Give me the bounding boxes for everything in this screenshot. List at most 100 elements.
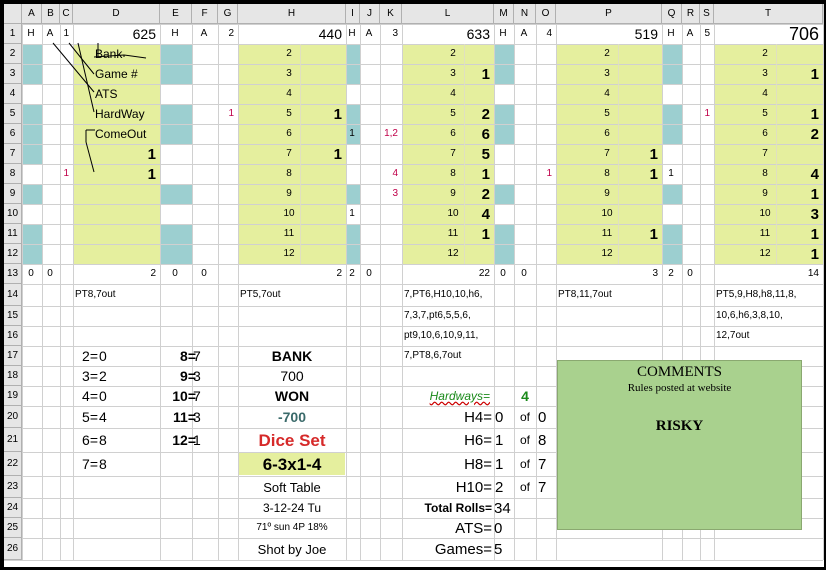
row-header[interactable]: 26 [4, 538, 22, 560]
row-header[interactable]: 16 [4, 326, 22, 346]
gridline [346, 4, 347, 560]
bank-value: 633 [466, 26, 490, 42]
row-header[interactable]: 24 [4, 498, 22, 518]
column-total: 0 [687, 268, 693, 279]
legend-bank: Bank [95, 47, 123, 61]
row-header[interactable]: 11 [4, 224, 22, 244]
column-header[interactable]: L [402, 4, 494, 24]
hardway-row-label: H10= [455, 478, 492, 496]
column-header[interactable]: B [42, 4, 60, 24]
tally-count: 3 [810, 205, 819, 223]
point-number: 11 [447, 228, 459, 239]
roll-sequence: PT8,7out [75, 289, 116, 300]
tally-count: 1 [649, 225, 658, 243]
total_rolls-value: 34 [494, 499, 511, 517]
column-header[interactable]: A [22, 4, 42, 24]
gridline [556, 4, 557, 560]
row-header[interactable]: 21 [4, 428, 22, 452]
point-number: 11 [283, 228, 295, 239]
bank-total: 700 [280, 368, 304, 384]
roll-sequence: PT5,7out [240, 289, 281, 300]
column-total: 0 [521, 268, 527, 279]
row-header[interactable]: 9 [4, 184, 22, 204]
column-header[interactable]: I [346, 4, 360, 24]
row-header[interactable]: 12 [4, 244, 22, 264]
column-header[interactable]: K [380, 4, 402, 24]
comeout-marker: 1,2 [384, 128, 398, 139]
gridline [4, 24, 823, 25]
gridline [823, 4, 824, 560]
dice-set-value-box [239, 453, 345, 475]
gridline [4, 284, 823, 285]
gridline [4, 560, 823, 561]
row-header[interactable]: 18 [4, 366, 22, 386]
game-column-fill [402, 44, 494, 264]
subcolumn-border [464, 44, 465, 264]
column-header[interactable]: J [360, 4, 380, 24]
column-header[interactable]: R [682, 4, 700, 24]
bank-value: 519 [634, 26, 658, 42]
gridline [4, 406, 823, 407]
select-all-corner[interactable] [4, 4, 22, 24]
gridline [4, 518, 823, 519]
row-header[interactable]: 6 [4, 124, 22, 144]
row-header[interactable]: 7 [4, 144, 22, 164]
point-number: 8 [286, 168, 292, 179]
column-header[interactable]: T [714, 4, 823, 24]
gridline [4, 104, 823, 105]
ats-value: 0 [494, 519, 503, 537]
hardway-letter: A [686, 28, 694, 39]
gridline [60, 4, 61, 560]
point-number: 6 [450, 128, 456, 139]
column-header[interactable]: E [160, 4, 192, 24]
gridline [22, 4, 23, 560]
gridline [360, 4, 361, 560]
row-header[interactable]: 1 [4, 24, 22, 44]
hardway-letter: H [348, 28, 356, 39]
total_rolls-label: Total Rolls= [424, 501, 492, 515]
row-header[interactable]: 15 [4, 306, 22, 326]
row-header[interactable]: 25 [4, 518, 22, 538]
row-header[interactable]: 14 [4, 284, 22, 306]
roll-count-value: 7 [193, 348, 201, 364]
row-header[interactable]: 5 [4, 104, 22, 124]
column-total: 0 [172, 268, 178, 279]
gridline [402, 4, 403, 560]
gridline [4, 124, 823, 125]
row-header[interactable]: 10 [4, 204, 22, 224]
row-header[interactable]: 8 [4, 164, 22, 184]
row-header[interactable]: 3 [4, 64, 22, 84]
point-number: 10 [283, 208, 295, 219]
row-header[interactable]: 17 [4, 346, 22, 366]
column-header[interactable]: D [73, 4, 160, 24]
column-header[interactable]: M [494, 4, 514, 24]
tally-count: 1 [810, 245, 819, 263]
point-number: 4 [762, 88, 768, 99]
game-number: 1 [63, 28, 69, 39]
column-header[interactable]: H [238, 4, 346, 24]
point-number: 10 [601, 208, 613, 219]
row-header[interactable]: 2 [4, 44, 22, 64]
column-total: 2 [668, 268, 674, 279]
game-number: 3 [392, 28, 398, 39]
point-number: 10 [759, 208, 771, 219]
row-header[interactable]: 19 [4, 386, 22, 406]
row-header[interactable]: 22 [4, 452, 22, 476]
column-header[interactable]: G [218, 4, 238, 24]
point-number: 4 [604, 88, 610, 99]
row-header[interactable]: 20 [4, 406, 22, 428]
row-header[interactable]: 23 [4, 476, 22, 498]
column-header[interactable]: F [192, 4, 218, 24]
hardway-column-fill [494, 184, 514, 204]
column-header[interactable]: O [536, 4, 556, 24]
roll-sequence: 12,7out [716, 330, 750, 341]
column-header[interactable]: Q [662, 4, 682, 24]
column-header[interactable]: P [556, 4, 662, 24]
tally-count: 6 [481, 125, 490, 143]
column-header[interactable]: S [700, 4, 714, 24]
row-header[interactable]: 13 [4, 264, 22, 284]
column-header[interactable]: C [60, 4, 73, 24]
column-header[interactable]: N [514, 4, 536, 24]
row-header[interactable]: 4 [4, 84, 22, 104]
weather: 71º sun 4P 18% [256, 522, 328, 533]
